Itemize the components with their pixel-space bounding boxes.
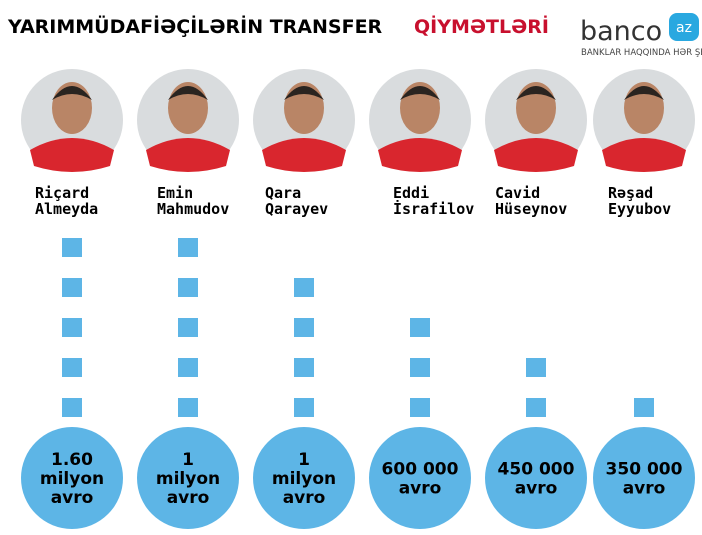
value-square	[634, 398, 654, 417]
price-label: avro	[51, 488, 94, 508]
price-circle	[593, 427, 695, 529]
player-name: İsrafilov	[393, 199, 474, 218]
value-square	[62, 238, 82, 257]
player-name: Eyyubov	[608, 200, 671, 218]
price-label: milyon	[272, 469, 336, 489]
value-square	[294, 358, 314, 377]
title-black: YARIMMÜDAFİƏÇİLƏRİN TRANSFER	[7, 14, 383, 38]
logo-badge: az	[676, 20, 692, 36]
player-hair	[284, 86, 324, 100]
price-label: avro	[399, 479, 442, 499]
value-square	[410, 318, 430, 337]
price-label: 1	[182, 450, 194, 470]
price-label: 1.60	[51, 450, 93, 470]
value-square	[62, 318, 82, 337]
value-square	[62, 278, 82, 297]
player-name: Rəşad	[608, 184, 653, 202]
player-hair	[400, 86, 440, 100]
value-square	[62, 358, 82, 377]
player-shirt	[146, 138, 230, 172]
player-shirt	[262, 138, 346, 172]
player-name: Riçard	[35, 184, 89, 202]
price-label: avro	[283, 488, 326, 508]
price-label: avro	[167, 488, 210, 508]
player-hair	[624, 86, 664, 100]
price-circle	[21, 427, 123, 529]
price-circle	[137, 427, 239, 529]
player-name: Cavid	[495, 184, 540, 202]
price-label: 1	[298, 450, 310, 470]
player-name: Almeyda	[35, 200, 98, 218]
value-square	[410, 398, 430, 417]
player-name: Qara	[265, 184, 301, 202]
value-square	[294, 398, 314, 417]
value-square	[62, 398, 82, 417]
logo-tagline: BANKLAR HAQQINDA HƏR ŞEY	[581, 48, 702, 58]
price-circle	[369, 427, 471, 529]
value-square	[526, 398, 546, 417]
player-shirt	[30, 138, 114, 172]
player-name: Mahmudov	[157, 200, 229, 218]
value-square	[294, 318, 314, 337]
player-name: Qarayev	[265, 200, 328, 218]
player-shirt	[602, 138, 686, 172]
player-shirt	[494, 138, 578, 172]
player-name: Eddi	[393, 184, 429, 202]
value-square	[178, 398, 198, 417]
value-square	[526, 358, 546, 377]
price-label: milyon	[156, 469, 220, 489]
player-name: Hüseynov	[495, 200, 567, 218]
player-hair	[516, 86, 556, 100]
player-name: Emin	[157, 184, 193, 202]
price-circle	[253, 427, 355, 529]
price-label: 450 000	[498, 460, 575, 480]
value-square	[178, 318, 198, 337]
logo-name: banco	[580, 16, 662, 47]
price-circle	[485, 427, 587, 529]
title-red: QİYMƏTLƏRİ	[414, 14, 549, 38]
player-shirt	[378, 138, 462, 172]
price-label: 600 000	[382, 460, 459, 480]
price-label: 350 000	[606, 460, 683, 480]
player-hair	[168, 86, 208, 100]
value-square	[178, 238, 198, 257]
price-label: avro	[623, 479, 666, 499]
value-square	[178, 278, 198, 297]
value-square	[178, 358, 198, 377]
price-label: avro	[515, 479, 558, 499]
logo-badge-bg	[669, 13, 699, 41]
player-hair	[52, 86, 92, 100]
price-label: milyon	[40, 469, 104, 489]
value-square	[294, 278, 314, 297]
value-square	[410, 358, 430, 377]
